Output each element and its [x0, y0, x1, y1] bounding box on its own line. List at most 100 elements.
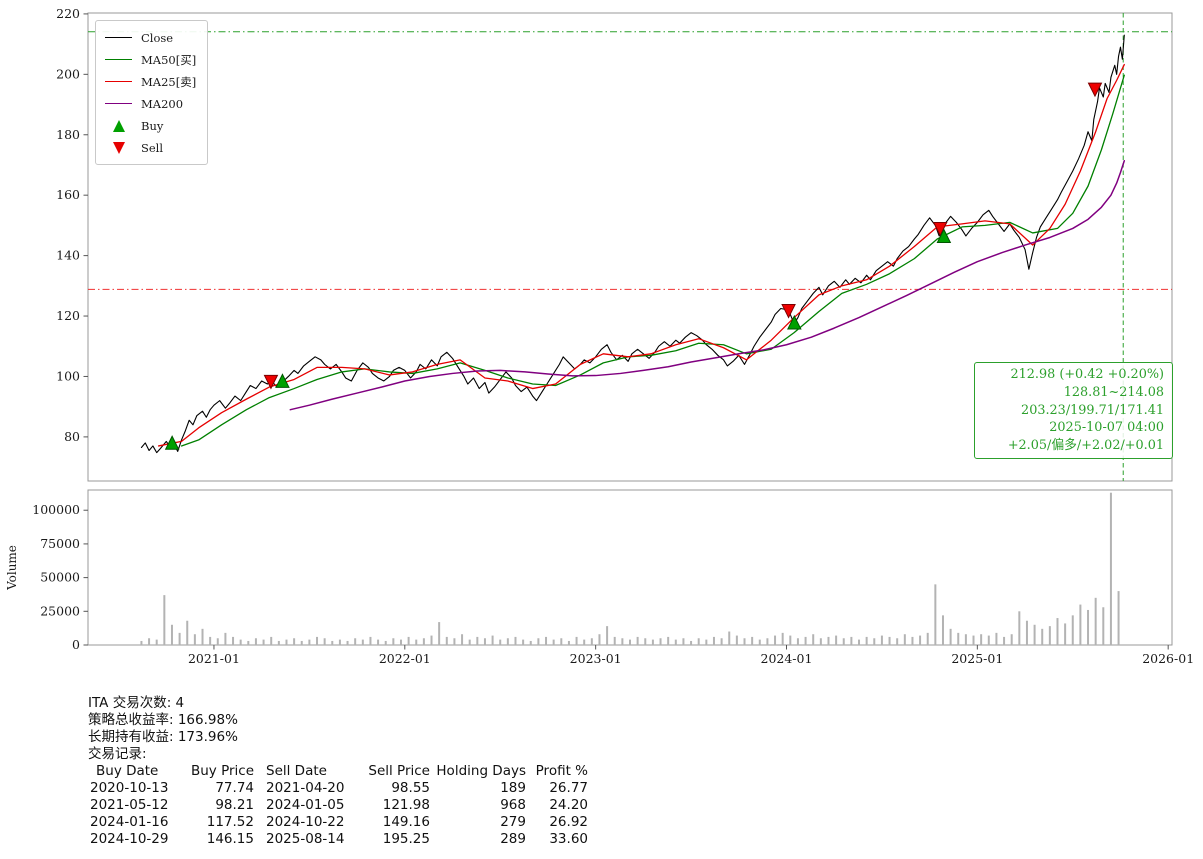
latest-quote-annotation: 212.98 (+0.42 +0.20%) 128.81~214.08 203.… — [974, 362, 1173, 459]
volume-bar — [751, 636, 754, 645]
volume-bar — [270, 636, 273, 645]
volume-bar — [911, 636, 914, 645]
trade-cell: 77.74 — [215, 780, 254, 796]
volume-bar — [621, 638, 624, 645]
volume-bar — [1102, 607, 1105, 645]
trade-cell: 98.55 — [391, 780, 430, 796]
volume-bar — [812, 634, 815, 645]
volume-bar — [316, 636, 319, 645]
trade-cell: 24.20 — [549, 797, 588, 813]
volume-bar — [728, 631, 731, 645]
volume-bar — [735, 635, 738, 645]
legend-label: Sell — [141, 140, 164, 155]
legend-label: MA25[卖] — [141, 74, 197, 89]
volume-bar — [1056, 618, 1059, 645]
volume-bar — [598, 634, 601, 645]
trade-cell: 289 — [500, 831, 526, 847]
volume-bar — [880, 635, 883, 645]
price-y-tick-label: 80 — [64, 429, 80, 444]
buy-marker — [164, 435, 180, 450]
trade-cell: 2021-05-12 — [90, 797, 169, 813]
ma25-line — [157, 63, 1125, 447]
header-buy-price: Buy Price — [190, 763, 254, 779]
x-tick-label: 2021-01 — [188, 651, 240, 666]
volume-bar — [545, 636, 548, 645]
trade-cell: 2020-10-13 — [90, 780, 169, 796]
volume-bar — [209, 636, 212, 645]
volume-bar — [590, 638, 593, 645]
volume-bar — [781, 632, 784, 645]
trade-count-line: ITA 交易次数: 4 — [88, 695, 185, 711]
volume-bar — [980, 634, 983, 645]
volume-y-tick-label: 75000 — [40, 536, 80, 551]
x-tick-label: 2022-01 — [379, 651, 431, 666]
volume-axis-label: Volume — [5, 545, 19, 591]
annotation-ma-line: 203.23/199.71/171.41 — [1021, 402, 1164, 418]
volume-bar — [567, 640, 570, 645]
price-plot-area — [87, 12, 1173, 482]
x-tick-label: 2025-01 — [951, 651, 1003, 666]
trade-log-title: 交易记录: — [88, 746, 147, 762]
volume-bar — [1048, 626, 1051, 645]
volume-bar — [758, 639, 761, 645]
volume-bar — [461, 634, 464, 645]
volume-bar — [1025, 620, 1028, 645]
volume-bar — [896, 638, 899, 645]
volume-bar — [384, 640, 387, 645]
trade-row: 2020-10-13 77.74 2021-04-20 98.55 189 26.77 — [88, 780, 588, 797]
volume-bar — [178, 632, 181, 645]
volume-bar — [514, 636, 517, 645]
trade-table-header: Buy Date Buy Price Sell Date Sell Price … — [88, 763, 588, 780]
header-sell-date: Sell Date — [266, 763, 327, 779]
volume-bar — [949, 628, 952, 645]
annotation-price-line: 212.98 (+0.42 +0.20%) — [1010, 367, 1165, 382]
volume-bar — [285, 639, 288, 645]
x-tick-label: 2026-01 — [1142, 651, 1194, 666]
volume-bar — [957, 632, 960, 645]
ma200-line — [289, 159, 1126, 411]
volume-bar — [720, 638, 723, 645]
volume-bar — [903, 634, 906, 645]
volume-bar — [987, 635, 990, 645]
volume-bar — [300, 640, 303, 645]
price-y-tick-label: 120 — [56, 308, 80, 323]
hold-return-line: 长期持有收益: 173.96% — [88, 729, 238, 745]
trade-row: 2021-05-12 98.21 2024-01-05 121.98 968 24.20 — [88, 797, 588, 814]
trade-cell: 195.25 — [382, 831, 430, 847]
volume-bar — [140, 640, 143, 645]
volume-bar — [583, 639, 586, 645]
volume-bar — [873, 638, 876, 645]
volume-bar — [972, 635, 975, 645]
volume-bar — [774, 635, 777, 645]
legend-label: MA50[买] — [141, 52, 197, 67]
volume-bar — [606, 626, 609, 645]
header-profit-pct: Profit % — [535, 763, 588, 779]
volume-bar — [415, 639, 418, 645]
trade-cell: 279 — [500, 814, 526, 830]
volume-bar — [575, 636, 578, 645]
trade-cell: 2024-10-29 — [90, 831, 169, 847]
volume-bar — [888, 636, 891, 645]
volume-bar — [850, 636, 853, 645]
trade-cell: 149.16 — [382, 814, 430, 830]
buy-marker — [275, 373, 290, 388]
volume-bar — [354, 638, 357, 645]
volume-bar — [636, 636, 639, 645]
volume-bar — [819, 638, 822, 645]
volume-bar — [1087, 609, 1090, 645]
volume-bar — [522, 639, 525, 645]
price-volume-chart: 80 100 120 140 160 180 200 220 0 25000 50000 75000 1… — [5, 6, 1194, 666]
sell-marker — [1087, 82, 1103, 98]
volume-bar — [445, 636, 448, 645]
volume-bar — [1018, 611, 1021, 645]
volume-bar — [254, 638, 257, 645]
volume-bar — [1010, 634, 1013, 645]
volume-bar — [308, 639, 311, 645]
sell-marker — [932, 221, 948, 237]
volume-bar — [239, 639, 242, 645]
volume-bar — [926, 632, 929, 645]
close-line — [140, 34, 1125, 454]
trade-cell: 33.60 — [549, 831, 588, 847]
volume-bar — [1117, 591, 1120, 645]
trade-cell: 98.21 — [215, 797, 254, 813]
